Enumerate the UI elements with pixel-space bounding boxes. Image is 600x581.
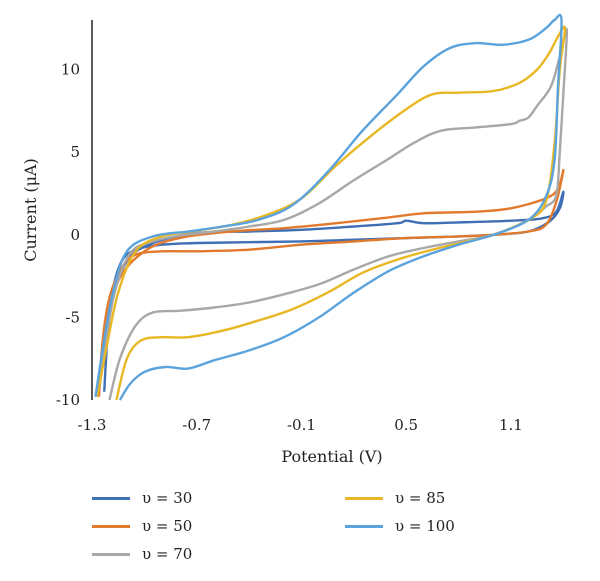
cyclic-voltammogram-chart: 10 5 0 -5 -10 -1.3 -0.7 -0.1 0.5 1.1 Current (μA…	[21, 13, 569, 466]
legend-swatch	[92, 496, 130, 500]
x-axis-title: Potential (V)	[281, 447, 382, 466]
series-layer	[94, 13, 569, 401]
legend-item: υ = 85	[345, 486, 445, 510]
legend-swatch	[92, 524, 130, 528]
x-tick-label: -1.3	[78, 416, 107, 434]
legend-item: υ = 100	[345, 514, 455, 538]
legend-label: υ = 30	[142, 489, 193, 507]
y-tick-label: 0	[70, 226, 80, 244]
series-line	[94, 27, 569, 401]
series-line	[96, 25, 567, 401]
x-tick-label: 1.1	[499, 416, 523, 434]
legend-label: υ = 50	[142, 517, 193, 535]
legend-item: υ = 30	[92, 486, 192, 510]
x-tick-labels: -1.3 -0.7 -0.1 0.5 1.1	[78, 416, 523, 434]
y-tick-label: 10	[61, 61, 80, 79]
legend-swatch	[345, 496, 383, 500]
y-tick-label: 5	[70, 143, 80, 161]
y-axis-title: Current (μA)	[21, 158, 40, 262]
x-tick-label: -0.7	[182, 416, 211, 434]
legend: υ = 30 υ = 50 υ = 70 υ = 85 υ = 100	[0, 480, 600, 580]
x-tick-label: -0.1	[287, 416, 316, 434]
x-tick-label: 0.5	[394, 416, 418, 434]
legend-label: υ = 85	[395, 489, 446, 507]
series-line	[94, 13, 563, 401]
legend-label: υ = 70	[142, 545, 193, 563]
series-line	[96, 169, 565, 397]
legend-item: υ = 70	[92, 542, 192, 566]
y-tick-labels: 10 5 0 -5 -10	[56, 61, 80, 409]
series-line	[97, 190, 565, 392]
legend-item: υ = 50	[92, 514, 192, 538]
y-tick-label: -10	[56, 391, 80, 409]
legend-label: υ = 100	[395, 517, 455, 535]
legend-swatch	[92, 552, 130, 556]
legend-swatch	[345, 524, 383, 528]
y-tick-label: -5	[65, 308, 80, 326]
